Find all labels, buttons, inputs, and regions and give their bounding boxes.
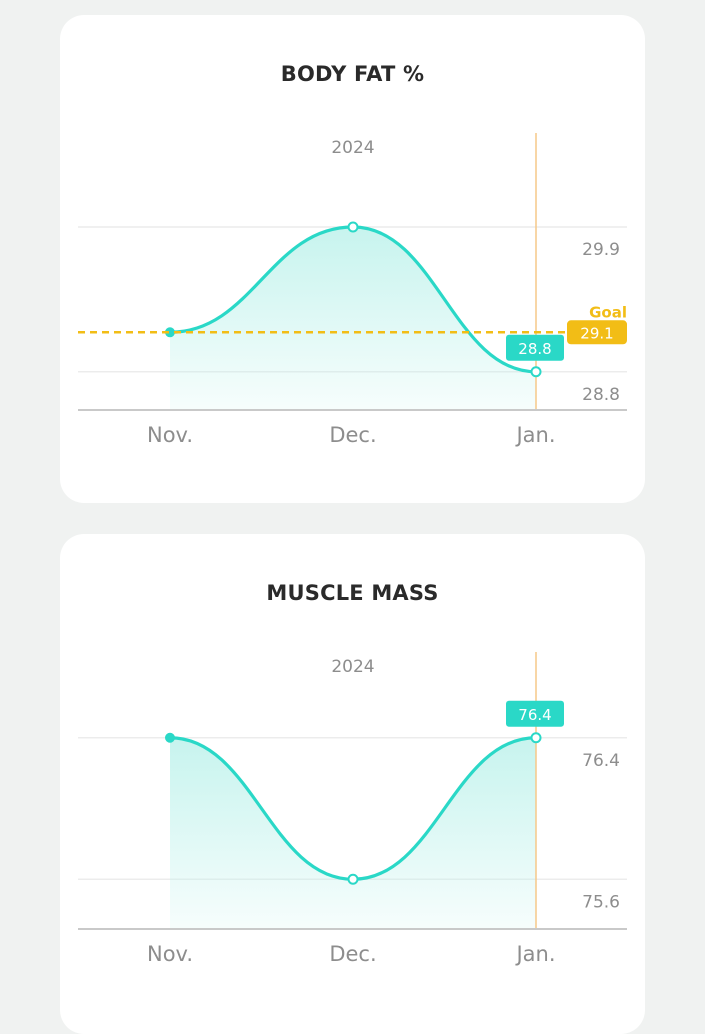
area-fill <box>170 226 536 410</box>
chart-title: MUSCLE MASS <box>266 581 439 605</box>
muscle-mass-chart: 2024 76.4 75.6 76.4 Nov. Dec. Jan. <box>78 652 627 966</box>
data-point <box>530 732 542 744</box>
y-tick-label: 29.9 <box>582 240 620 260</box>
data-point <box>165 732 175 743</box>
chart-title: BODY FAT % <box>280 62 425 86</box>
data-point <box>530 366 542 378</box>
year-label: 2024 <box>331 138 374 158</box>
goal-label: Goal <box>589 303 627 321</box>
data-point <box>347 221 359 233</box>
value-badge <box>506 700 564 727</box>
x-tick-label: Nov. <box>147 942 193 966</box>
area-fill <box>170 737 536 929</box>
body-fat-chart: 2024 29.9 28.8 Goal 29.1 28.8 Nov. Dec. Jan. <box>78 133 627 447</box>
x-tick-label: Nov. <box>147 423 193 447</box>
goal-value-label: 29.1 <box>580 324 613 342</box>
x-tick-label: Dec. <box>329 423 376 447</box>
x-tick-label: Jan. <box>514 942 555 966</box>
x-tick-label: Jan. <box>514 423 555 447</box>
muscle-mass-card: MUSCLE MASS 2024 76.4 75.6 76.4 Nov. Dec. Jan. <box>60 534 645 1034</box>
x-tick-label: Dec. <box>329 942 376 966</box>
data-point <box>347 873 359 885</box>
value-badge-label: 76.4 <box>518 706 551 724</box>
value-badge <box>506 334 564 361</box>
y-tick-label: 28.8 <box>582 385 620 405</box>
body-fat-card: BODY FAT % 2024 29.9 28.8 Goal 29.1 28.8 Nov. D… <box>60 15 645 503</box>
year-label: 2024 <box>331 657 374 677</box>
value-badge-label: 28.8 <box>518 340 551 358</box>
goal-value-badge <box>567 320 627 345</box>
y-tick-label: 75.6 <box>582 892 620 912</box>
y-tick-label: 76.4 <box>582 751 620 771</box>
